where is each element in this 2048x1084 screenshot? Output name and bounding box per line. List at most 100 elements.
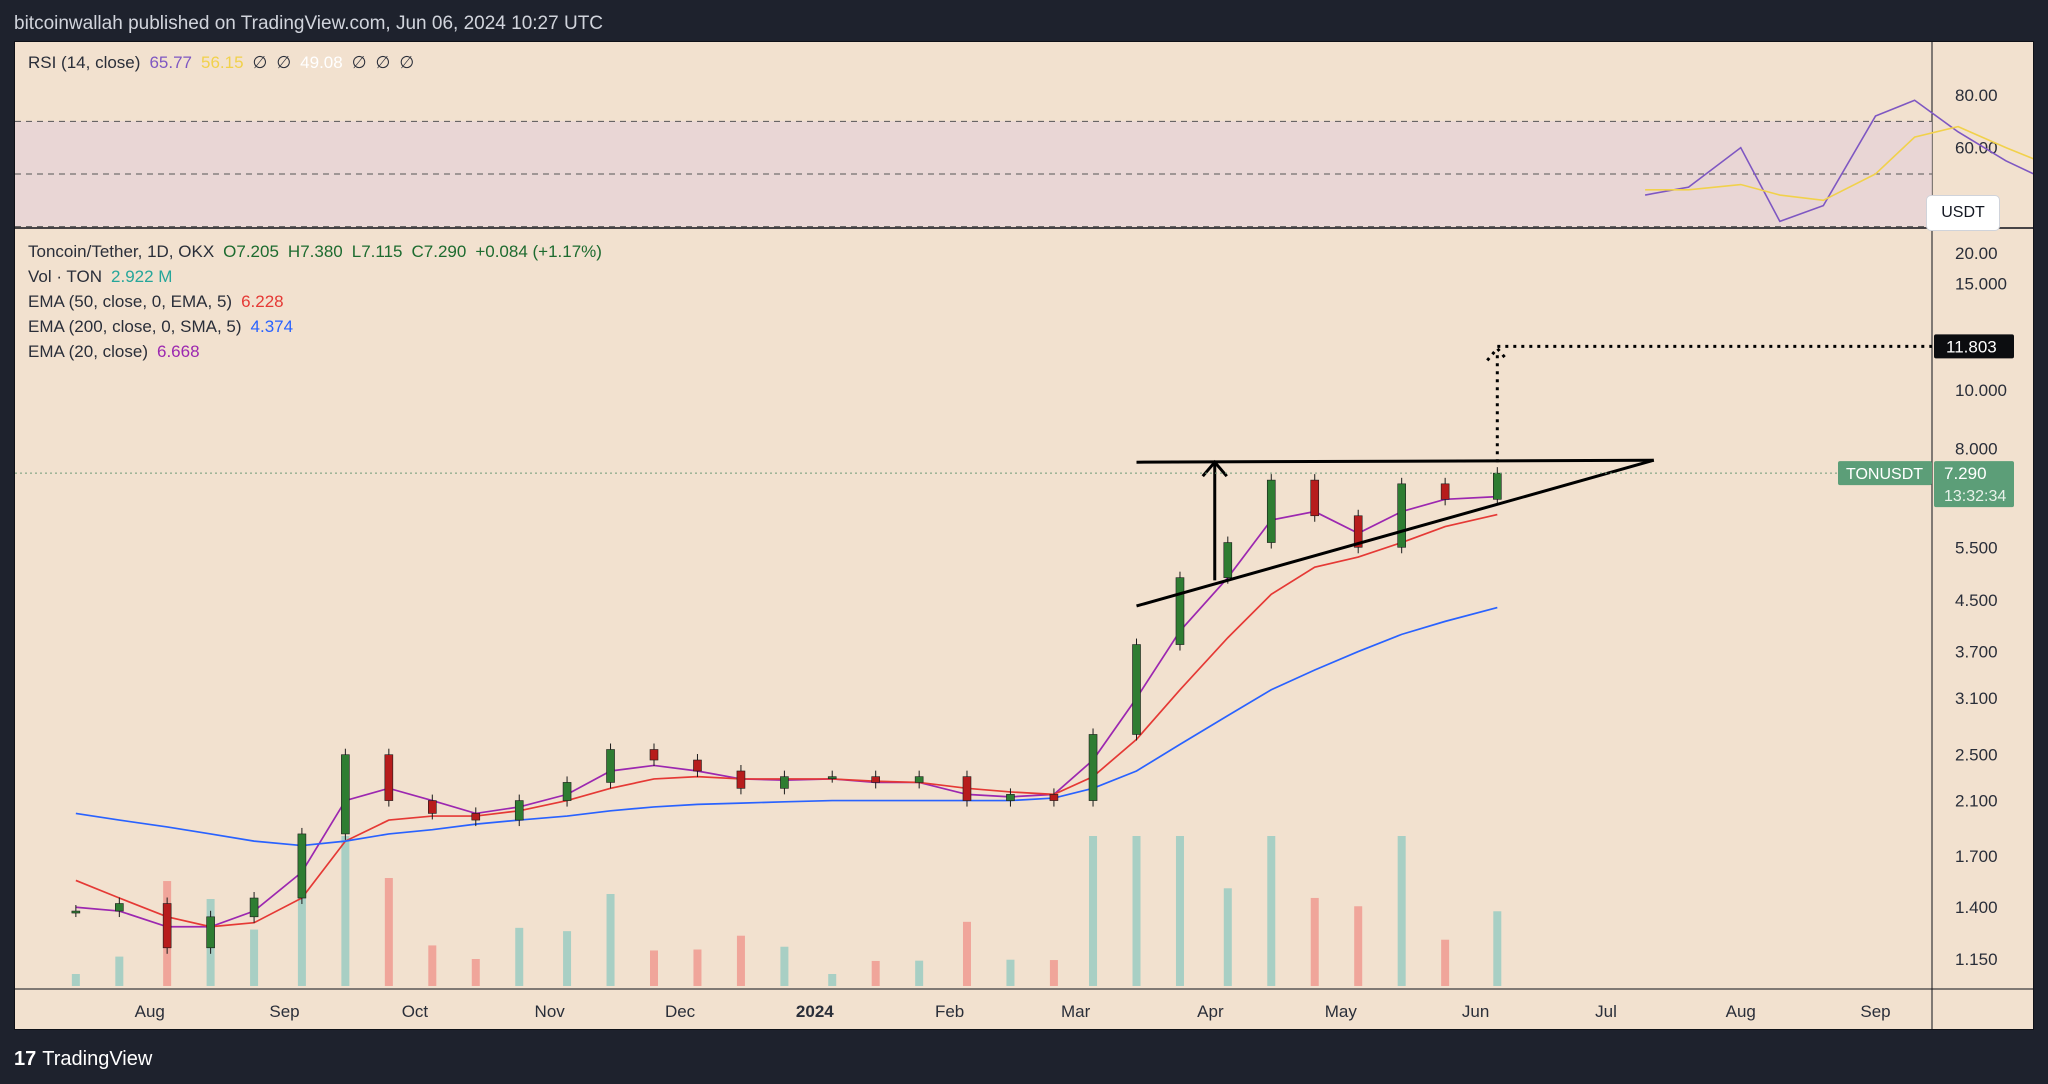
price-axis-tick: 3.100 — [1955, 689, 1998, 708]
volume-bar — [384, 878, 393, 986]
ema200-line — [75, 606, 1498, 847]
candle-body — [1049, 794, 1059, 801]
candle-body — [514, 800, 524, 821]
rsi-axis-tick: 20.00 — [1955, 244, 1998, 263]
candle-body — [871, 776, 880, 783]
candle-body — [1310, 479, 1320, 517]
volume-bar — [606, 894, 615, 986]
brand-name: TradingView — [42, 1048, 153, 1070]
resistance-line[interactable] — [1136, 458, 1654, 464]
rsi-title: RSI (14, close) — [28, 53, 141, 72]
time-axis-tick: Feb — [935, 1002, 964, 1021]
chart-frame[interactable]: 80.0060.0040.0020.0015.00010.0008.0005.5… — [14, 41, 2034, 1030]
volume-legend[interactable]: Vol · TON 2.922 M — [28, 266, 181, 288]
ema200-legend[interactable]: EMA (200, close, 0, SMA, 5) 4.374 — [28, 316, 302, 338]
candle-body — [206, 916, 215, 949]
candle-body — [649, 749, 659, 761]
candle-body — [1266, 479, 1276, 543]
volume-bar — [563, 931, 572, 986]
target-price-tag[interactable] — [1934, 334, 2014, 359]
candle-body — [606, 749, 615, 783]
support-trendline[interactable] — [1136, 458, 1655, 608]
volume-bar — [1006, 959, 1015, 986]
price-axis-tick: 1.700 — [1955, 847, 1998, 866]
volume-bar — [471, 959, 480, 986]
volume-bar — [828, 974, 837, 986]
volume-bar — [515, 927, 524, 986]
target-arrow-head-icon — [1486, 346, 1509, 362]
low-value: L7.115 — [351, 242, 403, 261]
ema20-label: EMA (20, close) — [28, 342, 148, 361]
candle-body — [341, 754, 350, 835]
price-axis-tick: 8.000 — [1955, 440, 1998, 459]
candle-body — [827, 776, 837, 779]
candle-body — [562, 782, 572, 801]
candle-body — [1132, 644, 1141, 735]
volume-bar — [1267, 836, 1276, 986]
volume-bar — [915, 960, 924, 986]
volume-bar — [736, 935, 745, 986]
rsi-na-5: ∅ — [399, 53, 415, 72]
volume-bar — [650, 950, 658, 986]
volume-bar — [1354, 906, 1363, 986]
rsi-ma-line — [1645, 125, 2033, 202]
time-axis-tick: Apr — [1197, 1002, 1224, 1021]
rsi-na-2: ∅ — [276, 53, 292, 72]
volume-bar — [341, 836, 350, 986]
time-axis-tick: Dec — [665, 1002, 696, 1021]
time-axis-tick: Jul — [1595, 1002, 1617, 1021]
symbol-tag[interactable] — [1838, 461, 1932, 486]
volume-bar — [297, 836, 306, 986]
candle-body — [297, 833, 307, 899]
time-axis-tick: Sep — [1860, 1002, 1890, 1021]
candle-body — [162, 903, 172, 949]
rsi-ma-value: 56.15 — [200, 53, 244, 72]
rsi-legend[interactable]: RSI (14, close) 65.77 56.15 ∅ ∅ 49.08 ∅ ∅ ∅ — [28, 52, 423, 74]
currency-button[interactable]: USDT — [1926, 195, 2000, 231]
symbol-title: Toncoin/Tether, 1D, OKX — [28, 242, 215, 261]
time-axis-tick: Mar — [1061, 1002, 1091, 1021]
candle-body — [1493, 472, 1502, 500]
target-price-label: 11.803 — [1946, 337, 1997, 356]
candle-body — [736, 770, 746, 789]
rsi-axis-tick: 80.00 — [1955, 86, 1998, 105]
volume-bar — [1175, 836, 1184, 986]
rsi-axis-tick: 60.00 — [1955, 139, 1998, 158]
volume-bar — [1223, 888, 1232, 986]
high-value: H7.380 — [287, 242, 343, 261]
volume-bar — [1493, 911, 1502, 986]
volume-bar — [250, 929, 259, 986]
ema20-line — [75, 495, 1498, 928]
volume-bar — [693, 949, 702, 986]
ema50-value: 6.228 — [241, 292, 284, 311]
ema50-label: EMA (50, close, 0, EMA, 5) — [28, 292, 233, 311]
symbol-legend[interactable]: Toncoin/Tether, 1D, OKX O7.205 H7.380 L7.11… — [28, 241, 611, 263]
candle-body — [1006, 794, 1015, 801]
last-price-label: 7.290 — [1944, 464, 1987, 483]
candle-body — [471, 813, 481, 821]
close-value: C7.290 — [411, 242, 467, 261]
time-axis-tick: Sep — [269, 1002, 299, 1021]
volume-bar — [115, 956, 124, 986]
time-axis-tick: Jun — [1462, 1002, 1489, 1021]
tradingview-footer[interactable]: 17 TradingView — [14, 1044, 152, 1074]
chart-canvas[interactable]: 80.0060.0040.0020.0015.00010.0008.0005.5… — [15, 42, 2033, 1029]
rsi-value-3: 49.08 — [300, 53, 343, 72]
ema50-legend[interactable]: EMA (50, close, 0, EMA, 5) 6.228 — [28, 291, 293, 313]
price-axis-tick: 1.400 — [1955, 898, 1998, 917]
countdown-label: 13:32:34 — [1944, 488, 2006, 505]
price-axis-tick: 3.700 — [1955, 643, 1998, 662]
last-price-tag[interactable] — [1934, 461, 2014, 508]
candle-body — [914, 776, 924, 783]
candle-body — [693, 759, 702, 772]
ema20-legend[interactable]: EMA (20, close) 6.668 — [28, 341, 209, 363]
ema200-value: 4.374 — [250, 317, 294, 336]
price-axis-tick: 2.100 — [1955, 792, 1998, 811]
volume-bar — [1132, 836, 1141, 986]
volume-bar — [962, 921, 971, 986]
volume-bar — [1310, 897, 1319, 986]
price-axis-area[interactable] — [1932, 42, 2033, 1029]
volume-bar — [1441, 939, 1450, 986]
volume-bar — [1049, 960, 1058, 986]
price-axis-tick: 2.500 — [1955, 746, 1998, 765]
